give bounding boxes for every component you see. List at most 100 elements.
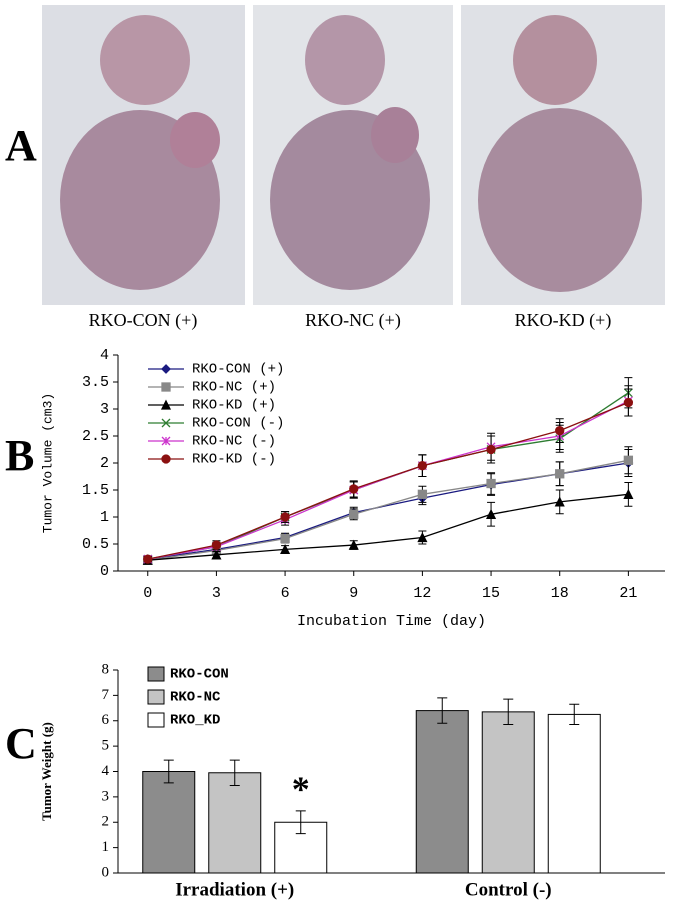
bar — [142, 771, 196, 874]
legend-label: RKO-NC (-) — [192, 434, 276, 450]
x-tick-label: 12 — [413, 585, 431, 602]
photo-caption: RKO-KD (+) — [515, 310, 612, 331]
marker — [280, 533, 290, 544]
marker — [143, 554, 153, 564]
y-tick-label: 3 — [102, 788, 110, 804]
legend-marker — [161, 418, 171, 428]
y-tick-label: 1.5 — [82, 482, 109, 499]
legend-marker — [161, 364, 171, 374]
legend-label: RKO-KD (+) — [192, 398, 276, 414]
x-tick-label: Control (-) — [465, 879, 552, 900]
bar — [547, 713, 601, 874]
x-tick-label: 6 — [281, 585, 290, 602]
tumor — [170, 112, 220, 168]
panel-label: A — [5, 121, 37, 170]
x-tick-label: 21 — [619, 585, 637, 602]
legend-marker — [160, 399, 172, 410]
y-tick-label: 4 — [100, 347, 109, 364]
y-tick-label: 7 — [102, 687, 110, 703]
mouse-head — [305, 15, 385, 105]
error-bar — [295, 810, 306, 835]
legend-label: RKO-CON (-) — [192, 416, 284, 432]
marker — [486, 478, 496, 489]
y-tick-label: 1 — [102, 839, 110, 855]
bar — [208, 772, 262, 874]
photo-caption: RKO-NC (+) — [305, 310, 401, 331]
y-axis-label: Tumor Weight (g) — [39, 722, 54, 821]
legend-label: RKO-KD (-) — [192, 452, 276, 468]
error-bar — [503, 698, 514, 726]
marker — [486, 444, 496, 455]
y-tick-label: 2.5 — [82, 428, 109, 445]
mouse-body — [478, 108, 642, 292]
y-tick-label: 0 — [102, 864, 110, 880]
x-tick-label: 0 — [143, 585, 152, 602]
marker — [486, 508, 497, 519]
error-bar — [229, 759, 240, 786]
y-tick-label: 2 — [102, 814, 110, 830]
legend-label: RKO-NC — [170, 690, 221, 706]
x-axis-label: Incubation Time (day) — [297, 613, 486, 630]
y-tick-label: 1 — [100, 509, 109, 526]
mouse-head — [100, 15, 190, 105]
x-tick-label: Irradiation (+) — [175, 879, 294, 900]
mouse-head — [513, 15, 597, 105]
x-tick-label: 9 — [349, 585, 358, 602]
y-tick-label: 3 — [100, 401, 109, 418]
legend-label: RKO-CON — [170, 667, 229, 683]
y-tick-label: 2 — [100, 455, 109, 472]
marker — [417, 489, 428, 499]
bar — [481, 711, 535, 874]
legend-label: RKO-CON (+) — [192, 362, 284, 378]
tumor — [371, 107, 419, 163]
marker — [623, 455, 634, 465]
marker — [280, 512, 290, 522]
marker — [555, 469, 565, 479]
legend-swatch — [147, 666, 165, 682]
marker — [554, 496, 565, 507]
legend-marker — [161, 454, 171, 464]
marker — [349, 509, 359, 519]
y-tick-label: 5 — [102, 738, 110, 754]
series-line — [147, 493, 629, 561]
marker — [623, 488, 634, 499]
photos — [42, 5, 665, 305]
error-bar — [437, 697, 448, 724]
series-line — [147, 401, 629, 560]
y-tick-label: 4 — [102, 763, 110, 779]
error-bar — [569, 703, 580, 726]
legend-marker — [161, 436, 171, 446]
legend-label: RKO-NC (+) — [192, 380, 276, 396]
marker — [280, 543, 291, 555]
x-tick-label: 15 — [482, 585, 500, 602]
marker — [417, 461, 428, 471]
error-bar — [163, 759, 174, 784]
y-tick-label: 8 — [102, 661, 110, 677]
x-tick-label: 18 — [551, 585, 569, 602]
series-line — [147, 459, 629, 561]
x-tick-label: 3 — [212, 585, 221, 602]
y-tick-label: 3.5 — [82, 374, 109, 391]
marker — [211, 540, 222, 550]
y-tick-label: 0 — [100, 563, 109, 580]
marker — [211, 549, 222, 560]
panel-label: C — [5, 719, 37, 768]
annotation: * — [292, 769, 310, 809]
bar — [415, 710, 469, 874]
marker — [555, 425, 565, 436]
marker — [623, 397, 634, 408]
legend-swatch — [147, 712, 165, 728]
panel-label: B — [5, 431, 34, 480]
legend-label: RKO_KD — [170, 713, 220, 729]
marker — [348, 539, 359, 550]
legend-swatch — [147, 689, 165, 705]
y-axis-label: Tumor Volume (cm3) — [40, 393, 55, 533]
marker — [349, 484, 359, 494]
y-tick-label: 0.5 — [82, 536, 109, 553]
marker — [417, 532, 428, 543]
photo-caption: RKO-CON (+) — [89, 310, 198, 331]
y-tick-label: 6 — [102, 712, 110, 728]
legend-marker — [161, 382, 171, 392]
